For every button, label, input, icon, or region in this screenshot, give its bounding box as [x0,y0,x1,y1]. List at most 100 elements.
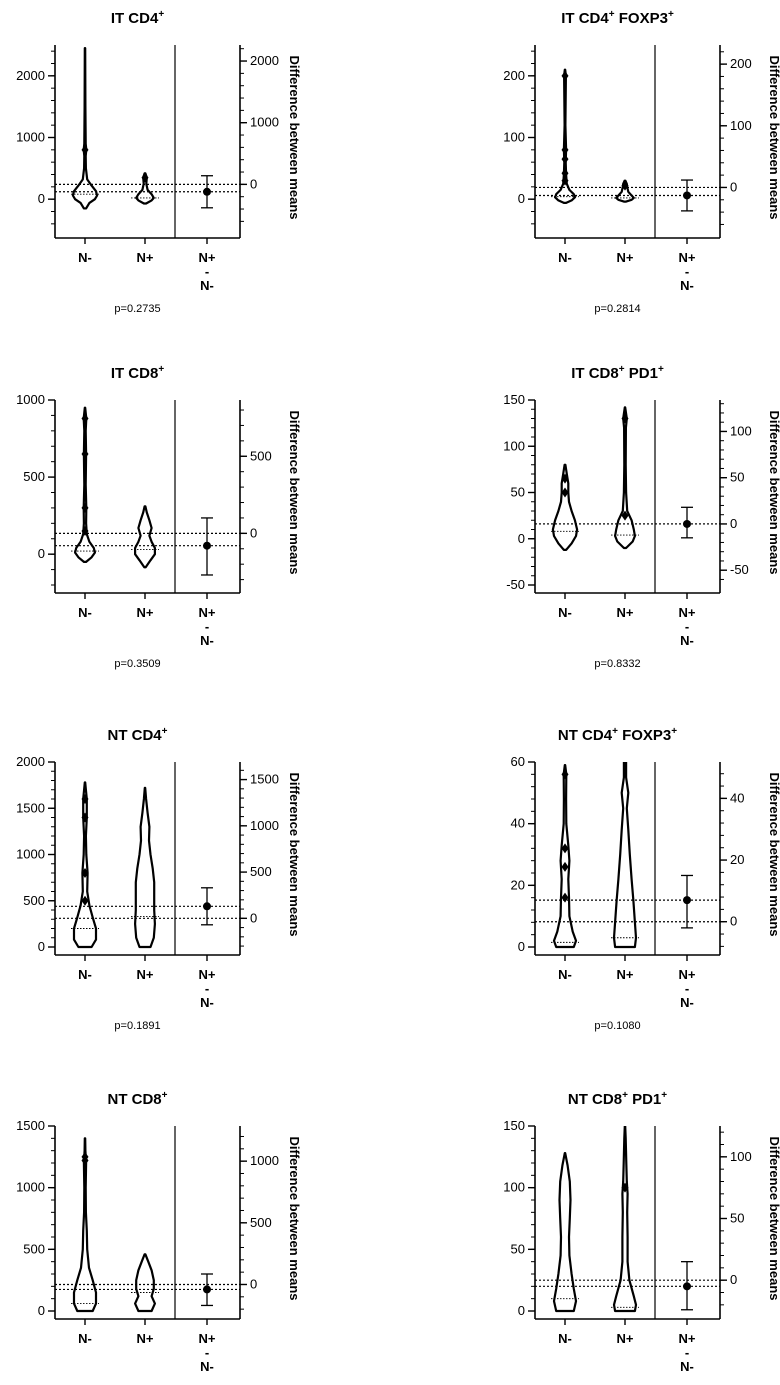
diff-category-label: N- [200,995,214,1010]
diff-category-label: N- [680,633,694,648]
panel-3: IT CD8+ 0 500 1000 0 500 Difference between me… [16,364,302,670]
category-label: N+ [617,605,634,620]
diff-category-label: N- [200,278,214,293]
diff-category-label: N- [680,278,694,293]
plot-area [551,406,639,551]
right-axis-title: Difference between means [767,1136,780,1300]
right-tick-label: 1500 [250,772,279,787]
violin-N+ [612,1126,638,1313]
right-tick-label: 0 [730,1272,737,1287]
data-point [81,413,89,424]
category-label: N+ [617,1331,634,1346]
diff-category-label: - [685,1345,689,1360]
violin-N- [552,763,578,949]
diff-mean-point [203,541,211,550]
diff-mean-point [203,902,211,911]
panel-4: IT CD8+ PD1+ -50 0 50 100 150 -50 0 50 100 Differe… [503,364,780,670]
right-axis-title: Difference between means [767,55,780,219]
left-tick-label: 1000 [16,392,45,407]
diff-category-label: N+ [199,1331,216,1346]
data-point [81,1155,89,1166]
right-tick-label: 1000 [250,1153,279,1168]
right-tick-label: 0 [250,1276,257,1291]
data-point [561,861,569,872]
left-tick-label: 1500 [16,800,45,815]
p-value: p=0.1080 [594,1020,640,1032]
right-tick-label: 1000 [250,115,279,130]
violin-N+ [134,505,156,569]
panel-title: NT CD4+ FOXP3+ [558,726,677,744]
data-point [561,843,569,854]
category-label: N- [78,967,92,982]
left-tick-label: 500 [23,893,45,908]
diff-category-label: N+ [679,605,696,620]
right-tick-label: 0 [730,914,737,929]
category-label: N+ [137,605,154,620]
diff-category-label: N+ [199,250,216,265]
panel-5: NT CD4+ 0 500 1000 1500 2000 0 500 1000 1500 Diffe… [16,726,302,1032]
right-axis-title: Difference between means [287,55,302,219]
panel-6: NT CD4+ FOXP3+ 0 20 40 60 0 20 40 Difference bet… [511,726,780,1032]
category-label: N- [558,967,572,982]
right-tick-label: 0 [250,910,257,925]
right-axis-title: Difference between means [287,410,302,574]
diff-category-label: N+ [199,605,216,620]
diff-category-label: - [685,981,689,996]
p-value: p=0.8332 [594,658,640,670]
data-point [81,448,89,459]
left-tick-label: 0 [518,1303,525,1318]
right-tick-label: 100 [730,423,752,438]
left-tick-label: 150 [503,392,525,407]
panel-2: IT CD4+ FOXP3+ 0 100 200 0 100 200 Difference b… [503,9,780,315]
left-tick-label: 100 [503,130,525,145]
data-point [81,794,89,804]
data-point [81,895,89,906]
left-tick-label: 1500 [16,1118,45,1133]
violin-N+ [612,762,638,949]
violin-N- [552,1152,578,1313]
left-tick-label: 20 [511,877,525,892]
plot-area [71,781,159,949]
p-value: p=0.1891 [114,1020,160,1032]
left-tick-label: 100 [503,438,525,453]
data-point [81,502,89,513]
diff-category-label: - [205,981,209,996]
right-tick-label: 0 [250,176,257,191]
plot-area [551,762,639,949]
right-tick-label: -50 [730,562,749,577]
panel-title: NT CD8+ [107,1090,167,1108]
left-tick-label: 50 [511,1241,525,1256]
data-point [561,144,569,155]
data-point [561,892,569,903]
left-tick-label: 0 [38,939,45,954]
diff-category-label: - [685,619,689,634]
panel-1: IT CD4+ 0 1000 2000 0 1000 2000 Difference betw… [16,9,302,315]
right-tick-label: 50 [730,1211,744,1226]
left-tick-label: 0 [518,939,525,954]
diff-category-label: N- [200,1359,214,1374]
left-tick-label: 0 [38,191,45,206]
right-tick-label: 100 [730,1149,752,1164]
category-label: N- [78,605,92,620]
diff-category-label: N- [200,633,214,648]
left-tick-label: 1000 [16,847,45,862]
p-value: p=0.2735 [114,303,160,315]
diff-mean-point [203,187,211,196]
diff-category-label: N- [680,1359,694,1374]
data-point [561,154,569,165]
data-point [621,510,629,521]
violin-N- [74,406,96,563]
diff-mean-point [203,1285,211,1294]
left-tick-label: 100 [503,1180,525,1195]
right-tick-label: 20 [730,852,744,867]
panel-title: IT CD8+ [111,364,165,382]
panel-7: NT CD8+ 0 500 1000 1500 0 500 1000 Difference be… [16,1090,302,1385]
right-tick-label: 200 [730,56,752,71]
diff-category-label: - [205,1345,209,1360]
right-axis-title: Difference between means [287,1136,302,1300]
right-axis-title: Difference between means [287,772,302,936]
right-tick-label: 0 [730,516,737,531]
left-tick-label: 0 [38,1303,45,1318]
violin-N- [554,68,576,204]
